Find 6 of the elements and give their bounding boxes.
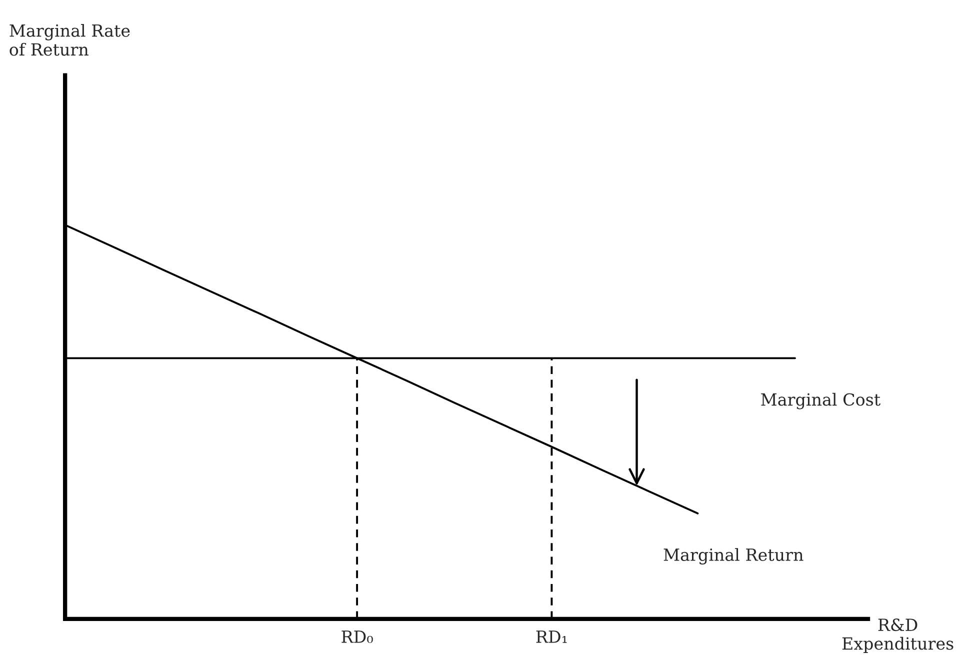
text: Marginal Rate of Return <box>10 24 130 56</box>
text: Marginal Cost <box>761 392 880 410</box>
x-tick-label: RD₀ <box>342 630 373 643</box>
x-tick-label: RD₁ <box>536 630 567 643</box>
text: Marginal Return <box>664 548 804 564</box>
x-axis-title: R&D Expenditures <box>842 618 954 654</box>
